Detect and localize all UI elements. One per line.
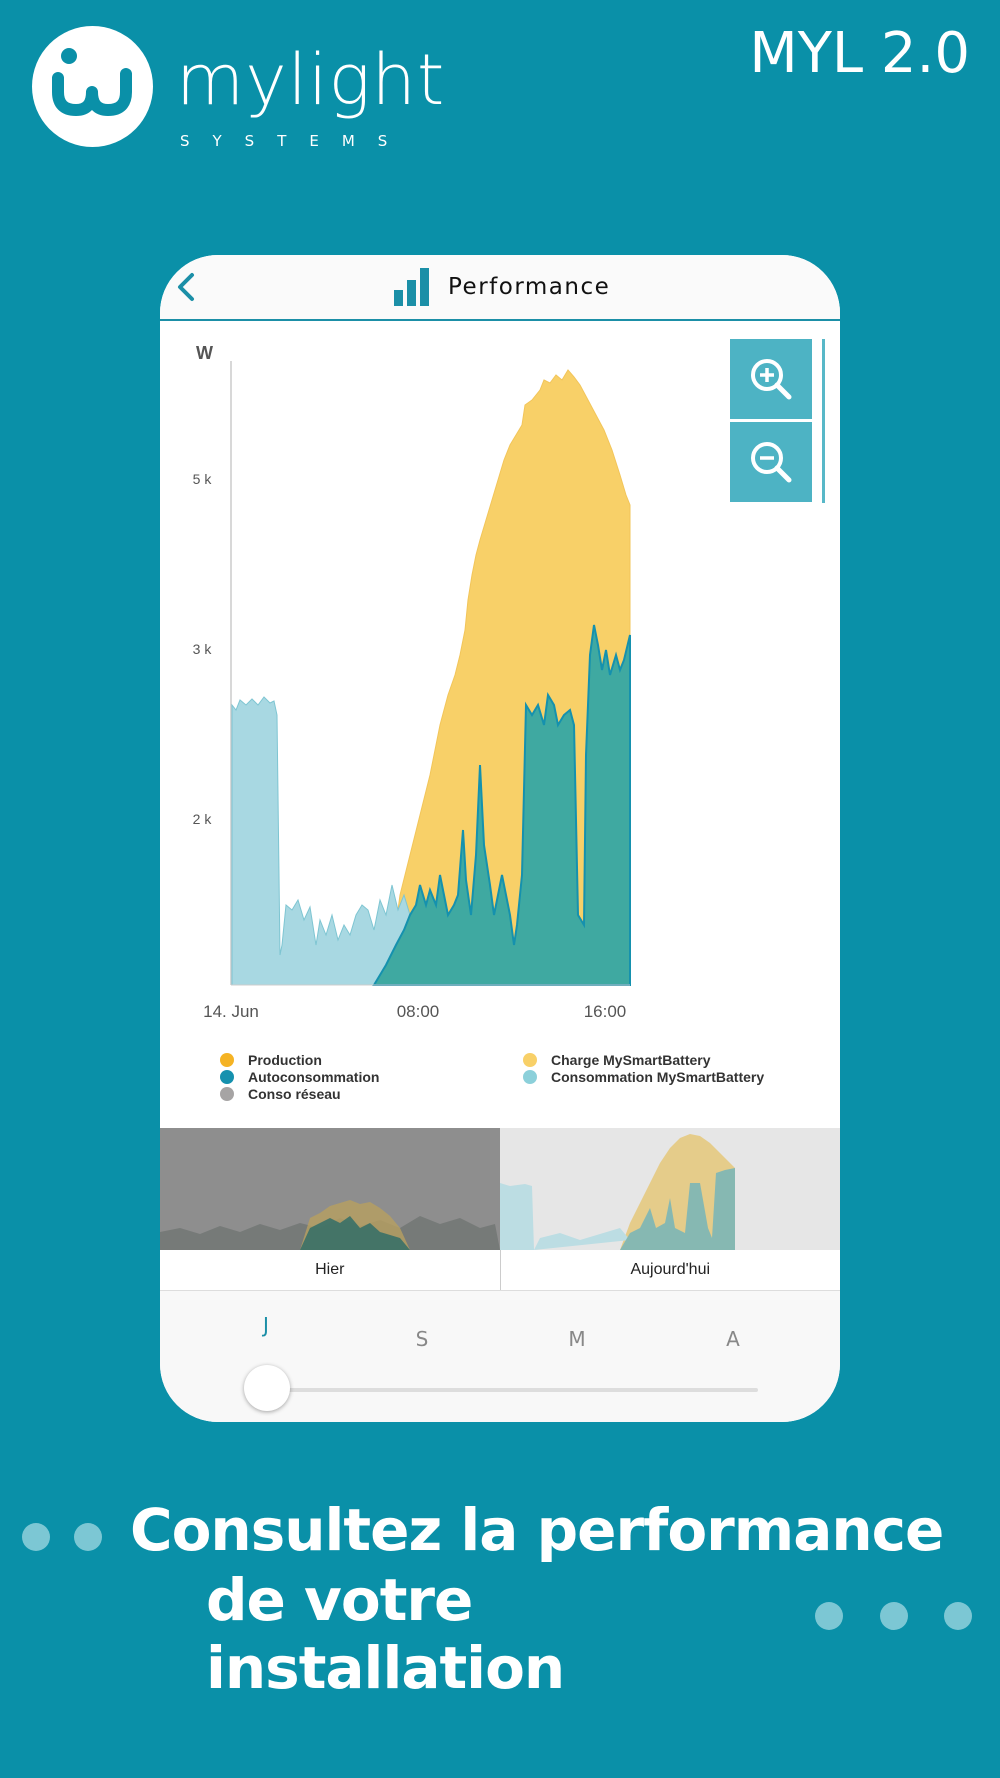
nav-label-yesterday[interactable]: Hier: [160, 1250, 501, 1290]
navigator-labels: Hier Aujourd'hui: [160, 1250, 840, 1291]
legend-item-charge-battery[interactable]: Charge MySmartBattery: [523, 1051, 764, 1068]
app-screen: Performance W 5 k 3 k 2 k 14. Jun 08:00 …: [160, 255, 840, 1422]
tab-day[interactable]: J: [263, 1313, 269, 1337]
legend-swatch: [523, 1052, 537, 1067]
headline-line-1: Consultez la performance: [130, 1496, 944, 1564]
headline-line-2: de votre installation: [206, 1566, 565, 1702]
legend-label: Conso réseau: [248, 1085, 341, 1102]
chart-legend-right: Charge MySmartBattery Consommation MySma…: [523, 1051, 764, 1085]
period-slider-thumb[interactable]: [244, 1365, 290, 1411]
tab-month[interactable]: M: [568, 1327, 586, 1351]
legend-swatch: [220, 1052, 234, 1067]
legend-label: Production: [248, 1051, 322, 1068]
legend-item-autoconsommation[interactable]: Autoconsommation: [220, 1068, 379, 1085]
nav-label-today[interactable]: Aujourd'hui: [630, 1261, 711, 1278]
y-tick-label: 2 k: [193, 811, 213, 827]
x-tick-label: 16:00: [584, 1002, 627, 1021]
navigator-autoconso-today: [620, 1168, 735, 1250]
back-button[interactable]: [172, 271, 202, 303]
legend-label: Autoconsommation: [248, 1068, 380, 1085]
chevron-left-icon: [178, 273, 194, 301]
bar-chart-icon: [394, 268, 429, 306]
app-version: MYL 2.0: [749, 21, 970, 86]
legend-swatch: [220, 1086, 234, 1101]
period-slider-track[interactable]: [270, 1388, 758, 1392]
brand-name: mylight: [176, 39, 446, 121]
zoom-in-icon: [751, 359, 792, 400]
zoom-in-button[interactable]: [730, 339, 812, 419]
chart-legend-left: Production Autoconsommation Conso réseau: [220, 1051, 379, 1102]
brand-logo: [32, 26, 153, 147]
y-tick-label: 5 k: [193, 471, 213, 487]
decorative-dot: [944, 1602, 972, 1630]
performance-chart: W 5 k 3 k 2 k 14. Jun 08:00 16:00: [193, 343, 631, 1021]
legend-item-production[interactable]: Production: [220, 1051, 379, 1068]
decorative-dot: [74, 1523, 102, 1551]
decorative-dot: [880, 1602, 908, 1630]
range-navigator[interactable]: [160, 1128, 840, 1250]
logo-mark-icon: [52, 48, 132, 116]
navigator-battery-today-low: [534, 1228, 630, 1250]
decorative-dot: [22, 1523, 50, 1551]
battery-consumption-area: [231, 696, 423, 986]
legend-label: Charge MySmartBattery: [551, 1051, 711, 1068]
navigator-autoconso-yesterday: [300, 1216, 410, 1250]
zoom-out-button[interactable]: [730, 422, 812, 502]
brand-tagline: SYSTEMS: [180, 132, 411, 150]
screen-title-group: Performance: [394, 267, 610, 307]
legend-swatch: [220, 1069, 234, 1084]
legend-swatch: [523, 1069, 537, 1084]
legend-label: Consommation MySmartBattery: [551, 1068, 765, 1085]
period-selector: J S M A: [160, 1291, 840, 1422]
autoconsommation-area: [372, 624, 631, 986]
tab-week[interactable]: S: [415, 1327, 429, 1351]
legend-item-conso-reseau[interactable]: Conso réseau: [220, 1085, 379, 1102]
tab-year[interactable]: A: [726, 1327, 740, 1351]
y-axis-unit: W: [196, 343, 213, 363]
app-header: Performance: [160, 255, 840, 321]
zoom-out-icon: [751, 442, 792, 483]
legend-item-consommation-battery[interactable]: Consommation MySmartBattery: [523, 1068, 764, 1085]
navigator-battery-today: [500, 1183, 534, 1250]
y-tick-label: 3 k: [193, 641, 213, 657]
decorative-dot: [815, 1602, 843, 1630]
zoom-controls: [730, 339, 825, 503]
x-tick-label: 08:00: [397, 1002, 440, 1021]
x-tick-label: 14. Jun: [203, 1002, 259, 1021]
screen-title: Performance: [448, 274, 611, 300]
